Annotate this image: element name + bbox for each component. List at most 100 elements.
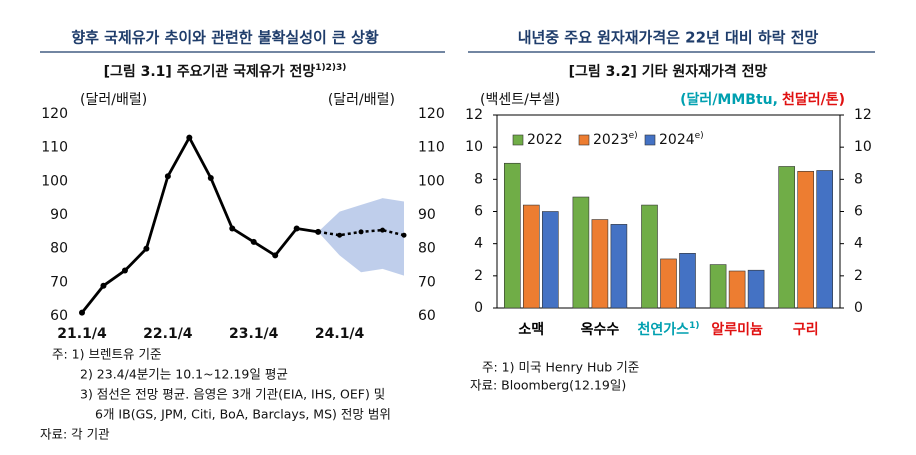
x-tick-label: 옥수수 bbox=[581, 322, 620, 338]
price-line bbox=[80, 134, 319, 314]
point-marker bbox=[100, 282, 107, 289]
y2-axis-label-part: 천달러/톤) bbox=[782, 92, 845, 108]
superscript: e) bbox=[629, 131, 638, 141]
note: 자료: 각 기관 bbox=[40, 427, 110, 442]
bar bbox=[591, 219, 609, 309]
point-marker bbox=[358, 229, 364, 235]
panel-header: 내년중 주요 원자재가격은 22년 대비 하락 전망 bbox=[518, 29, 819, 47]
y2-tick-label: 12 bbox=[854, 107, 872, 123]
y2-axis-label: (달러/MMBtu, 천달러/톤) bbox=[680, 92, 845, 108]
category-name: 알루미늄 bbox=[711, 322, 763, 338]
legend-name: 2023 bbox=[593, 132, 629, 148]
bar bbox=[641, 204, 658, 309]
bar bbox=[797, 170, 815, 309]
y-tick-label: 120 bbox=[41, 106, 68, 122]
bar bbox=[572, 196, 590, 309]
x-tick-label: 소맥 bbox=[518, 321, 544, 338]
y-axis-label: (달러/배럴) bbox=[80, 92, 147, 108]
point-marker bbox=[143, 245, 150, 252]
y-tick-label: 110 bbox=[41, 140, 68, 156]
bar bbox=[747, 269, 765, 309]
note: 주: 1) 미국 Henry Hub 기준 bbox=[482, 360, 639, 375]
x-tick-label: 21.1/4 bbox=[57, 326, 107, 342]
y2-tick-label: 120 bbox=[418, 106, 445, 122]
y2-tick-label: 8 bbox=[854, 171, 863, 187]
y-tick-label: 12 bbox=[465, 107, 483, 123]
bar bbox=[522, 204, 540, 309]
superscript: e) bbox=[695, 131, 704, 141]
note: 주: 1) 브렌트유 기준 bbox=[52, 347, 161, 362]
y-tick-label: 0 bbox=[474, 300, 483, 316]
note: 자료: Bloomberg(12.19일) bbox=[470, 378, 626, 393]
y2-tick-label: 4 bbox=[854, 236, 863, 252]
x-tick-label: 23.1/4 bbox=[229, 326, 279, 342]
point-marker bbox=[207, 174, 214, 181]
bar bbox=[679, 253, 696, 309]
bar bbox=[816, 170, 834, 309]
note: 6개 IB(GS, JPM, Citi, BoA, Barclays, MS) … bbox=[95, 407, 391, 422]
y2-tick-label: 0 bbox=[854, 300, 863, 316]
y2-tick-label: 100 bbox=[418, 173, 445, 189]
note: 3) 점선은 전망 평균. 음영은 3개 기관(EIA, IHS, OEF) 및 bbox=[80, 387, 385, 402]
bar bbox=[541, 211, 559, 309]
point-marker bbox=[315, 229, 321, 235]
bar bbox=[709, 264, 727, 309]
point-marker bbox=[121, 267, 128, 274]
point-marker bbox=[250, 238, 257, 245]
bar bbox=[503, 162, 521, 309]
chart-title: [그림 3.2] 기타 원자재가격 전망 bbox=[569, 63, 768, 80]
point-marker bbox=[380, 227, 386, 233]
bar bbox=[610, 224, 628, 309]
point-marker bbox=[164, 173, 171, 180]
x-tick-label: 22.1/4 bbox=[143, 326, 193, 342]
chart-title-text: [그림 3.1] 주요기관 국제유가 전망 bbox=[104, 63, 316, 80]
legend-name: 2022 bbox=[527, 132, 563, 148]
y2-tick-label: 110 bbox=[418, 140, 445, 156]
legend-swatch bbox=[512, 134, 524, 146]
legend-name: 2024 bbox=[659, 132, 695, 148]
point-marker bbox=[401, 232, 407, 238]
legend-label: 2023e) bbox=[593, 131, 638, 149]
y-tick-label: 80 bbox=[50, 241, 68, 257]
note: 2) 23.4/4분기는 10.1~12.19일 평균 bbox=[80, 367, 288, 382]
legend-label: 2022 bbox=[527, 132, 563, 148]
y-tick-label: 70 bbox=[50, 274, 68, 290]
bar bbox=[660, 258, 677, 309]
x-tick-label: 24.1/4 bbox=[315, 326, 365, 342]
y2-tick-label: 80 bbox=[418, 241, 436, 257]
legend-swatch bbox=[644, 134, 656, 146]
legend-label: 2024e) bbox=[659, 131, 704, 149]
x-tick-label: 천연가스1) bbox=[638, 321, 700, 339]
y2-tick-label: 6 bbox=[854, 204, 863, 220]
category-name: 천연가스 bbox=[638, 322, 690, 338]
y2-tick-label: 90 bbox=[418, 207, 436, 223]
y2-tick-label: 60 bbox=[418, 308, 436, 324]
chart-title-text: [그림 3.2] 기타 원자재가격 전망 bbox=[569, 63, 768, 80]
point-marker bbox=[79, 309, 85, 316]
point-marker bbox=[272, 252, 279, 259]
point-marker bbox=[337, 232, 343, 238]
y-tick-label: 4 bbox=[474, 236, 483, 252]
y2-tick-label: 10 bbox=[854, 139, 872, 155]
category-name: 소맥 bbox=[518, 321, 544, 338]
y-tick-label: 90 bbox=[50, 207, 68, 223]
legend-swatch bbox=[578, 134, 590, 146]
category-name: 구리 bbox=[793, 322, 819, 338]
point-marker bbox=[186, 134, 193, 141]
y2-tick-label: 2 bbox=[854, 268, 863, 284]
y-axis-label: (백센트/부셀) bbox=[480, 92, 560, 108]
y-tick-label: 6 bbox=[474, 204, 483, 220]
panel-header: 향후 국제유가 추이와 관련한 불확실성이 큰 상황 bbox=[71, 29, 379, 47]
point-marker bbox=[293, 225, 300, 232]
bar bbox=[728, 270, 746, 309]
forecast-range bbox=[318, 198, 404, 276]
y2-axis-label-part: (달러/MMBtu, bbox=[680, 92, 778, 108]
y-tick-label: 8 bbox=[474, 171, 483, 187]
y2-axis-label: (달러/배럴) bbox=[328, 92, 395, 108]
chart-title: [그림 3.1] 주요기관 국제유가 전망1)2)3) bbox=[104, 63, 347, 81]
y-tick-label: 10 bbox=[465, 139, 483, 155]
y2-tick-label: 70 bbox=[418, 274, 436, 290]
point-marker bbox=[229, 225, 236, 232]
x-tick-label: 구리 bbox=[793, 322, 819, 338]
